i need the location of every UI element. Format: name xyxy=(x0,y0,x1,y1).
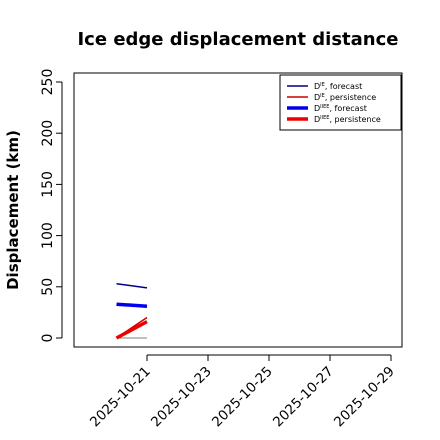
y-axis: 0 50 100 150 200 250 xyxy=(40,69,63,343)
legend-entry: DIIEE, forecast xyxy=(314,104,367,113)
y-tick-label: 200 xyxy=(40,120,56,147)
legend: DIE, forecast DIE, persistence DIIEE, fore… xyxy=(279,74,402,131)
legend-box xyxy=(279,74,402,131)
legend-entry: DIE, persistence xyxy=(314,93,376,102)
x-axis: 2025-10-212025-10-232025-10-252025-10-27… xyxy=(87,354,398,431)
x-tick-label: 2025-10-21 xyxy=(87,364,154,431)
x-tick-label: 2025-10-25 xyxy=(209,364,276,431)
x-tick-label: 2025-10-23 xyxy=(148,364,215,431)
plot-area xyxy=(73,72,403,348)
chart-title: Ice edge displacement distance xyxy=(77,29,398,50)
y-tick-label: 0 xyxy=(40,334,56,343)
y-tick-label: 250 xyxy=(40,69,56,96)
series-line-3 xyxy=(116,302,148,309)
y-axis-label: Displacement (km) xyxy=(4,130,22,290)
legend-entry: DIE, forecast xyxy=(314,82,362,91)
series-line-4 xyxy=(115,320,148,340)
x-tick-label: 2025-10-29 xyxy=(331,364,398,431)
y-tick-label: 150 xyxy=(40,171,56,198)
x-tick-label: 2025-10-27 xyxy=(270,364,337,431)
y-tick-label: 50 xyxy=(40,278,56,296)
legend-entry: DIIEE, persistence xyxy=(314,115,381,124)
y-tick-label: 100 xyxy=(40,222,56,249)
series-line-1 xyxy=(116,282,148,289)
series-layer xyxy=(115,282,148,340)
